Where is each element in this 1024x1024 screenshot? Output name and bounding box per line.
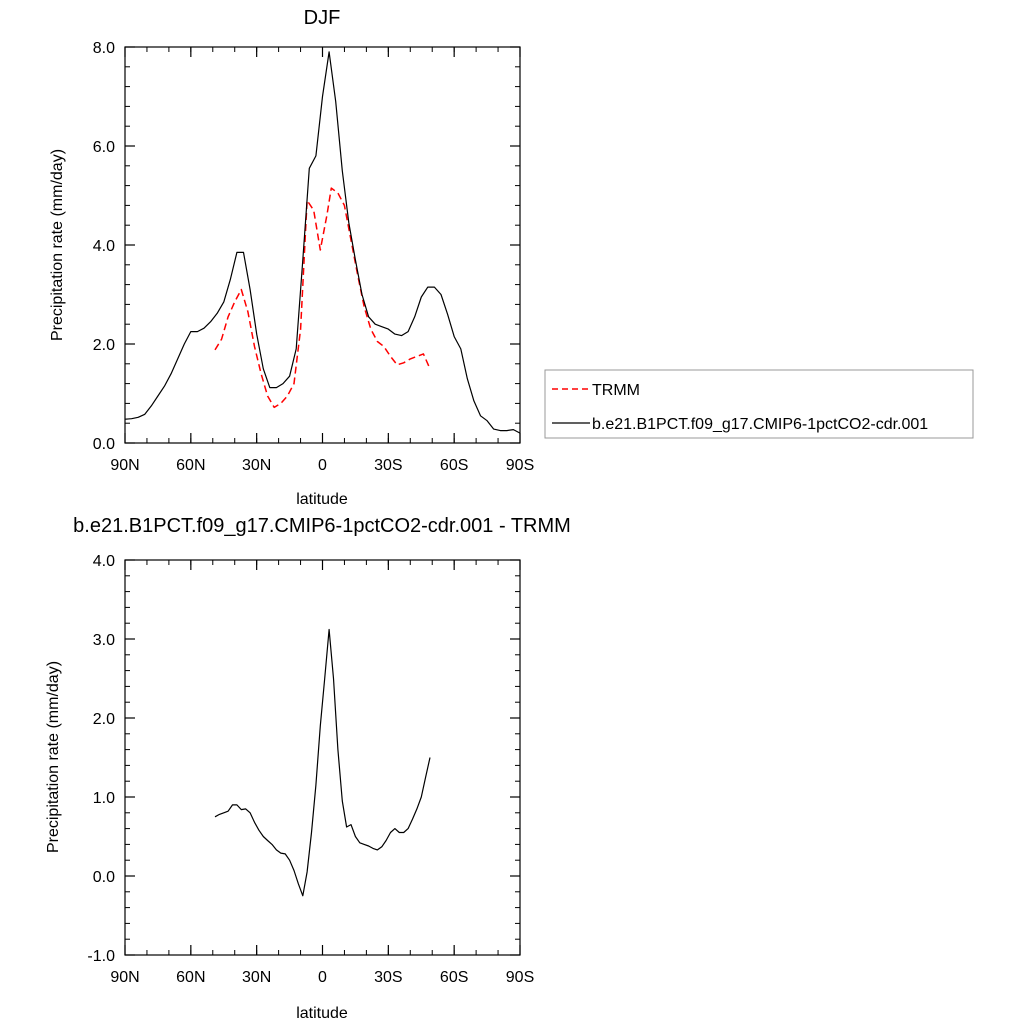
- precip-zonal-mean-panel: DJF 0.02.04.06.08.0 90N 60N 30N 0 30S 60S 90S …: [49, 7, 974, 508]
- x-axis-label: latitude: [296, 1005, 348, 1022]
- x-tick-label: 90S: [506, 457, 534, 474]
- y-tick-label: 8.0: [93, 40, 115, 57]
- x-axis-label: latitude: [296, 491, 348, 508]
- legend-label-trmm: TRMM: [592, 382, 640, 399]
- series-line-model: [124, 51, 521, 434]
- y-tick-label: 2.0: [93, 337, 115, 354]
- x-tick-label: 60N: [176, 457, 205, 474]
- y-tick-label: 0.0: [93, 869, 115, 886]
- x-tick-labels: 90N 60N 30N 0 30S 60S 90S: [110, 969, 534, 986]
- y-tick-labels: -1.0 0.0 1.0 2.0 3.0 4.0: [87, 553, 115, 965]
- y-tick-label: 6.0: [93, 139, 115, 156]
- precip-difference-panel: b.e21.B1PCT.f09_g17.CMIP6-1pctCO2-cdr.00…: [45, 515, 571, 1022]
- y-tick-label: 1.0: [93, 790, 115, 807]
- y-tick-label: 2.0: [93, 711, 115, 728]
- x-tick-label: 60S: [440, 969, 468, 986]
- x-tick-label: 60S: [440, 457, 468, 474]
- axis-ticks: [124, 46, 521, 444]
- legend-label-model: b.e21.B1PCT.f09_g17.CMIP6-1pctCO2-cdr.00…: [592, 416, 928, 433]
- legend: TRMM b.e21.B1PCT.f09_g17.CMIP6-1pctCO2-c…: [544, 369, 974, 439]
- y-tick-labels: 0.0 2.0 4.0 6.0 8.0: [93, 40, 115, 453]
- panel-title: DJF: [304, 7, 341, 29]
- x-tick-label: 90S: [506, 969, 534, 986]
- y-tick-label: -1.0: [87, 948, 115, 965]
- series-line-trmm: [214, 187, 431, 409]
- series-lines: [214, 628, 431, 897]
- x-tick-label: 30S: [374, 969, 402, 986]
- x-tick-label: 0: [318, 969, 327, 986]
- x-tick-label: 30S: [374, 457, 402, 474]
- x-tick-label: 30N: [242, 969, 271, 986]
- x-tick-labels: 90N 60N 30N 0 30S 60S 90S: [110, 457, 534, 474]
- y-tick-label: 0.0: [93, 436, 115, 453]
- y-axis-label: Precipitation rate (mm/day): [45, 661, 62, 853]
- series-lines: [124, 51, 521, 434]
- legend-box: [544, 369, 974, 439]
- x-tick-label: 90N: [110, 969, 139, 986]
- y-tick-label: 4.0: [93, 553, 115, 570]
- y-tick-label: 4.0: [93, 238, 115, 255]
- series-line-model: [214, 628, 431, 897]
- axis-ticks: [124, 559, 521, 956]
- plot-frame: [124, 46, 521, 444]
- plot-frame: [124, 559, 521, 956]
- x-tick-label: 90N: [110, 457, 139, 474]
- panel-title: b.e21.B1PCT.f09_g17.CMIP6-1pctCO2-cdr.00…: [73, 515, 571, 537]
- y-axis-label: Precipitation rate (mm/day): [49, 149, 66, 341]
- x-tick-label: 0: [318, 457, 327, 474]
- y-tick-label: 3.0: [93, 632, 115, 649]
- x-tick-label: 30N: [242, 457, 271, 474]
- x-tick-label: 60N: [176, 969, 205, 986]
